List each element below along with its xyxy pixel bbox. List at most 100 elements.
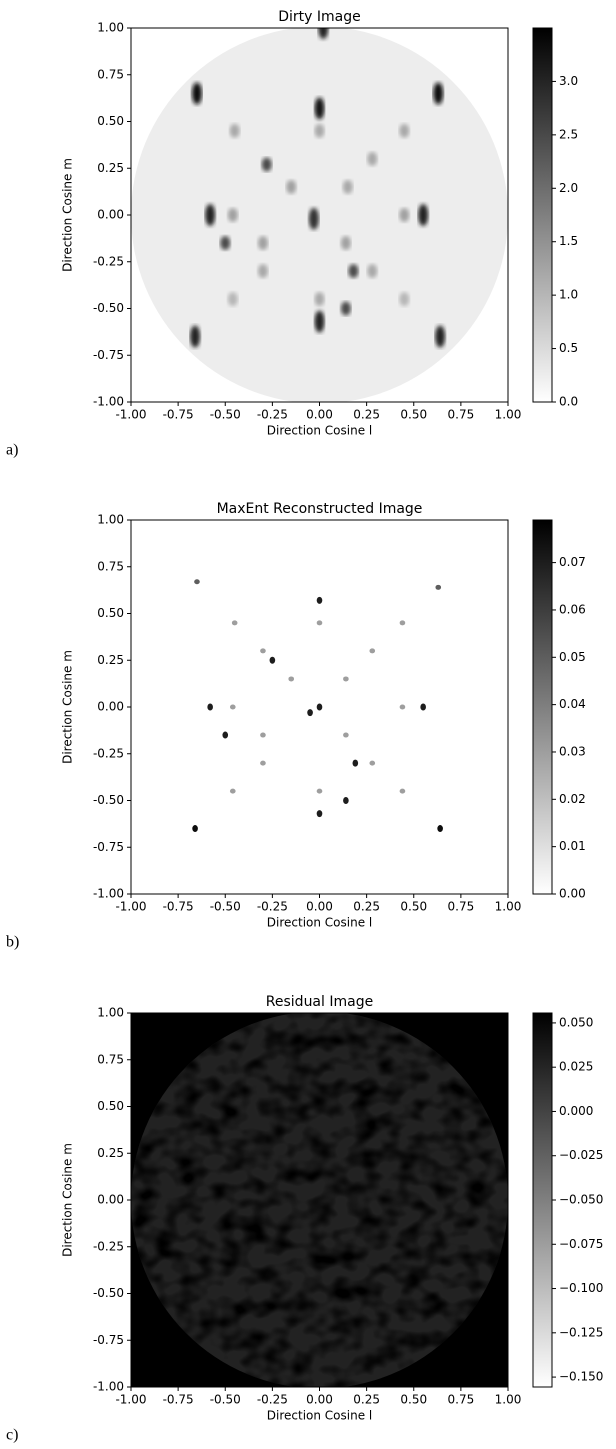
y-tick-label: -1.00 [93,887,124,901]
source [316,788,323,794]
source [227,292,238,307]
source [220,236,231,251]
y-tick-label: 0.75 [97,559,124,573]
x-tick-label: -0.25 [257,408,288,422]
source [340,301,351,316]
source [260,648,266,654]
x-tick-label: 0.00 [306,1393,333,1407]
y-axis-label: Direction Cosine m [61,158,75,272]
source [367,151,378,166]
y-tick-label: 1.00 [97,1006,124,1020]
y-tick-label: -0.75 [93,840,124,854]
panel-label: b) [6,934,19,951]
y-tick-label: 1.00 [97,21,124,35]
x-tick-label: -1.00 [115,408,146,422]
y-tick-label: 1.00 [97,513,124,527]
y-tick-label: 0.00 [97,208,124,222]
source [418,204,429,226]
source [314,310,325,333]
x-tick-label: -0.25 [257,900,288,914]
colorbar-tick-label: 0.000 [559,1104,593,1118]
x-tick-label: 0.25 [353,408,380,422]
x-tick-label: -0.50 [210,408,241,422]
source [435,584,442,590]
panel-label: a) [6,442,18,459]
y-tick-label: 0.50 [97,1099,124,1113]
source [229,123,240,138]
y-tick-label: -0.25 [93,746,124,760]
source [348,264,359,279]
colorbar-tick-label: −0.100 [559,1281,603,1295]
source [399,208,410,222]
colorbar [532,27,553,403]
colorbar-tick-label: 0.050 [559,1015,593,1029]
colorbar-tick-label: 2.0 [559,181,578,195]
x-tick-label: -0.25 [257,1393,288,1407]
source [308,207,319,230]
x-tick-label: 1.00 [495,408,522,422]
source [307,709,313,717]
colorbar [532,519,553,895]
plot-area [131,1013,508,1387]
y-tick-label: 0.25 [97,1146,124,1160]
y-tick-label: -1.00 [93,1380,124,1394]
y-tick-label: -1.00 [93,395,124,409]
panel: -1.00 -0.75 -0.50 -0.25 0.00 0.25 0.50 0.75 1.00… [6,9,578,459]
colorbar-tick-label: 0.07 [559,555,586,569]
source [343,732,349,738]
y-tick-label: -0.75 [93,348,124,362]
y-tick-label: 0.50 [97,606,124,620]
source [207,703,213,711]
residual-texture [131,1013,508,1387]
x-tick-label: 0.75 [448,900,475,914]
source [229,704,236,710]
y-tick-label: -0.50 [93,301,124,315]
x-tick-label: 0.50 [400,900,427,914]
colorbar-tick-label: −0.050 [559,1193,603,1207]
source [343,797,349,804]
panel-label: c) [6,1427,18,1444]
colorbar-tick-label: 0.025 [559,1060,593,1074]
source [399,123,410,138]
panel: -1.00 -0.75 -0.50 -0.25 0.00 0.25 0.50 0.75 1.00… [6,994,603,1444]
plot-area [131,28,508,402]
source [316,810,323,818]
source [367,264,378,279]
source [399,620,406,626]
source [342,179,353,194]
x-tick-label: 1.00 [495,900,522,914]
source [435,325,446,348]
source [314,292,325,307]
y-tick-label: 0.25 [97,161,124,175]
y-tick-label: -0.25 [93,1239,124,1253]
source [192,825,198,833]
y-tick-label: -0.50 [93,1286,124,1300]
colorbar-tick-label: 0.00 [559,887,586,901]
source [191,82,202,105]
y-axis-label: Direction Cosine m [61,650,75,764]
x-tick-label: 0.75 [448,408,475,422]
chart-title: Residual Image [266,994,373,1010]
x-axis-label: Direction Cosine l [267,916,372,930]
colorbar-tick-label: 0.03 [559,744,586,758]
colorbar-tick-label: −0.075 [559,1237,603,1251]
x-tick-label: 0.75 [448,1393,475,1407]
y-axis-label: Direction Cosine m [61,1143,75,1257]
source [314,97,325,120]
source [286,179,297,194]
colorbar-tick-label: 2.5 [559,127,578,141]
source [222,731,229,739]
source [269,656,276,664]
source [399,704,406,710]
colorbar-tick-label: 0.5 [559,341,578,355]
colorbar-tick-label: 0.02 [559,792,586,806]
source [231,620,238,626]
colorbar-tick-label: −0.025 [559,1148,603,1162]
source [318,28,329,39]
residual-disk [131,1013,508,1387]
source [227,208,238,222]
x-tick-label: -0.75 [163,900,194,914]
x-tick-label: 0.50 [400,408,427,422]
source [316,596,323,604]
